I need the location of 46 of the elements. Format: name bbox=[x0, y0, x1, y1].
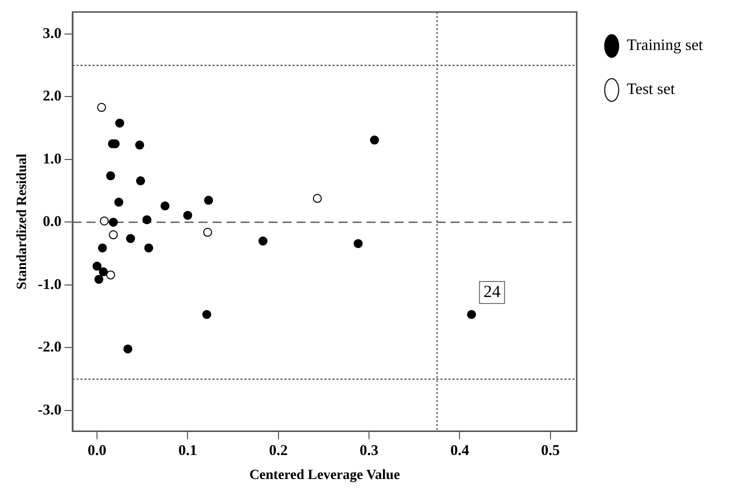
point bbox=[108, 218, 118, 227]
point bbox=[135, 140, 144, 150]
point bbox=[114, 198, 124, 207]
point bbox=[183, 210, 192, 220]
y-tick-label: 3.0 bbox=[42, 26, 62, 42]
point bbox=[94, 274, 104, 284]
point bbox=[144, 243, 154, 252]
annotation: 24 bbox=[484, 282, 502, 301]
y-tick-label: -3.0 bbox=[38, 402, 62, 418]
point bbox=[142, 215, 152, 224]
point bbox=[97, 102, 106, 112]
point bbox=[108, 230, 118, 240]
point bbox=[312, 194, 322, 203]
point bbox=[354, 239, 363, 248]
x-tick-label: 0.4 bbox=[450, 443, 470, 460]
legend-label: Test set bbox=[626, 81, 676, 98]
point bbox=[123, 344, 132, 354]
point bbox=[115, 118, 124, 128]
point bbox=[106, 270, 116, 280]
y-tick-label: 1.0 bbox=[42, 151, 62, 168]
point bbox=[106, 171, 116, 180]
point bbox=[258, 236, 268, 246]
x-tick-label: 0.2 bbox=[269, 443, 288, 460]
y-tick-label: 0.0 bbox=[42, 214, 62, 230]
y-tick-label: -2.0 bbox=[38, 340, 62, 356]
x-tick-label: 0.1 bbox=[178, 443, 198, 460]
legend-label: Training set bbox=[626, 37, 704, 54]
y-tick-label: 2.0 bbox=[42, 88, 62, 105]
y-tick-label: -1.0 bbox=[38, 276, 62, 293]
point bbox=[92, 262, 102, 271]
point bbox=[98, 243, 107, 252]
point bbox=[203, 228, 212, 237]
point bbox=[202, 310, 212, 319]
point bbox=[136, 176, 146, 186]
point bbox=[160, 201, 170, 210]
point bbox=[100, 216, 109, 226]
x-tick-label: 0.0 bbox=[88, 443, 106, 460]
point bbox=[126, 234, 136, 244]
point bbox=[98, 267, 108, 276]
x-tick-label: 0.5 bbox=[541, 443, 560, 460]
point bbox=[370, 136, 379, 145]
point bbox=[467, 310, 476, 319]
point bbox=[204, 196, 214, 205]
x-axis-title: Centered Leverage Value bbox=[249, 468, 400, 484]
x-tick-label: 0.3 bbox=[360, 443, 378, 460]
y-axis-title: Standardized Residual bbox=[15, 154, 30, 290]
